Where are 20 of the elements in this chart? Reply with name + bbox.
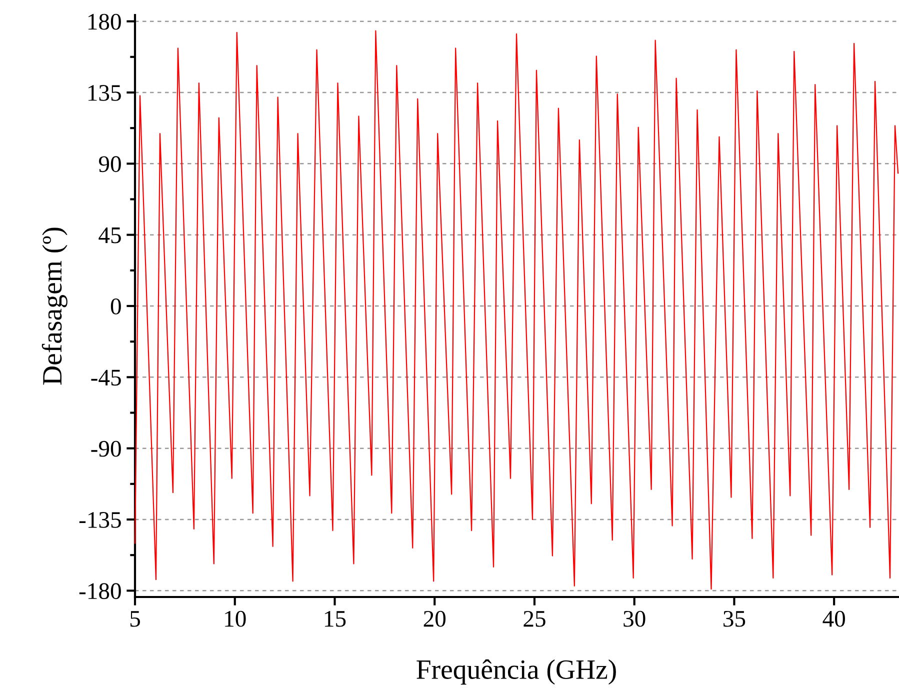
x-tick-label: 5 [130,611,140,627]
x-tick-label: 20 [424,610,446,627]
line-series [134,30,899,590]
y-axis-title: Defasagem (º) [42,228,68,385]
x-tick-label: 40 [822,610,845,627]
y-tick-label: 135 [88,85,121,101]
x-axis-title: Frequência (GHz) [416,659,616,685]
y-tick-label: 90 [98,156,121,172]
x-tick-label: 10 [225,610,246,627]
y-tick-label: -90 [91,440,121,457]
x-tick-label: 35 [724,610,746,627]
y-tick-label: -135 [79,512,121,528]
y-tick-label: -180 [79,583,121,600]
y-tick-label: 45 [98,227,121,244]
x-tick-label: 25 [524,610,546,627]
y-tick-label: -45 [91,370,121,386]
x-tick-label: 30 [624,610,646,627]
y-tick-label: 180 [88,14,121,30]
x-tick-label: 15 [325,610,346,627]
y-tick-label: 0 [110,298,121,314]
